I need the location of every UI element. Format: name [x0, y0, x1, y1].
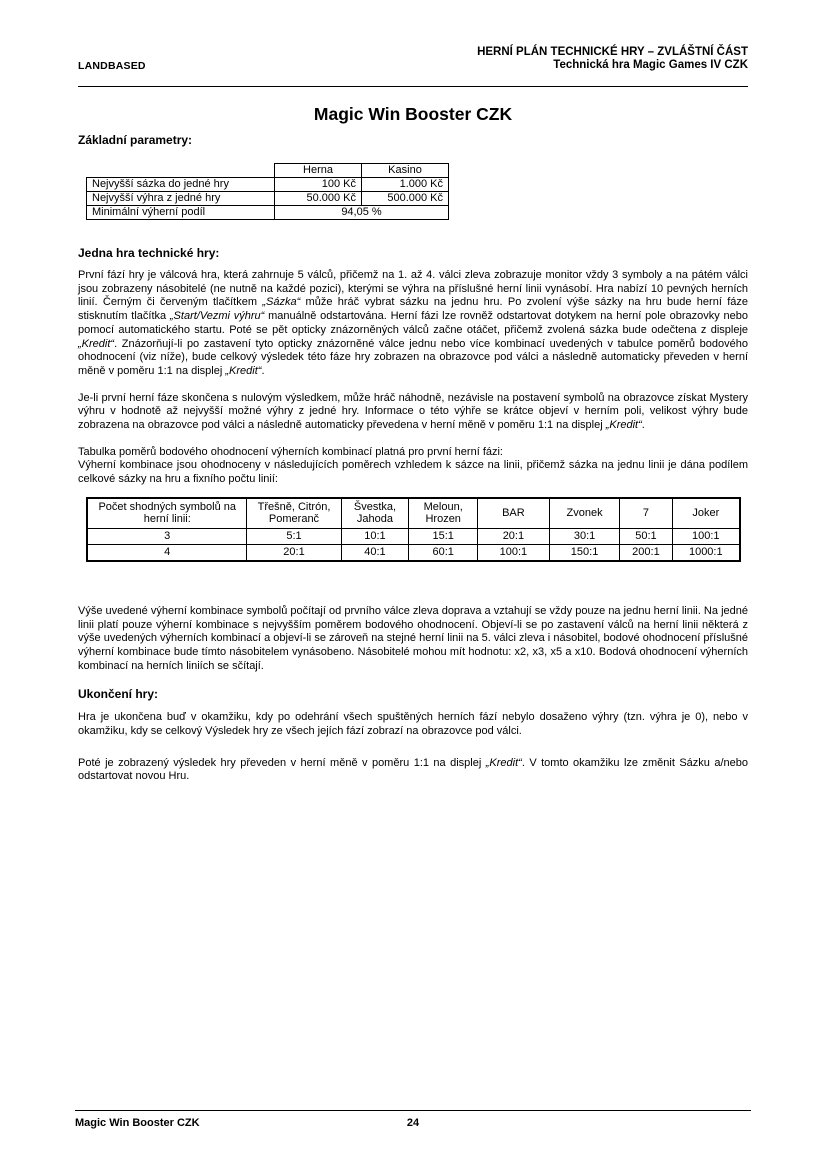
payout-table-intro-line2: Výherní kombinace jsou ohodnoceny v násl…: [78, 459, 748, 486]
payout-cell: 15:1: [408, 527, 478, 545]
header-rule: [78, 86, 748, 87]
section-heading-end-game: Ukončení hry:: [78, 687, 159, 702]
header-left-label: LANDBASED: [78, 60, 146, 72]
body-paragraph-3: Výše uvedené výherní kombinace symbolů p…: [78, 604, 748, 672]
end-game-paragraph-1: Hra je ukončena buď v okamžiku, kdy po o…: [78, 711, 748, 738]
footer-doc-title: Magic Win Booster CZK: [75, 1117, 200, 1129]
header-doc-subtitle: Technická hra Magic Games IV CZK: [553, 59, 748, 71]
params-value-herna: 100 Kč: [274, 177, 362, 192]
params-row-max-bet: Nejvyšší sázka do jedné hry 100 Kč 1.000…: [86, 177, 449, 192]
payout-header-row: Počet shodných symbolů na herní linii: T…: [86, 497, 741, 529]
payout-cell: 10:1: [340, 527, 410, 545]
payout-cell: 50:1: [619, 527, 673, 545]
params-col-header-kasino: Kasino: [361, 163, 449, 178]
payout-cell: 1000:1: [671, 543, 741, 562]
payout-cell: 4: [86, 543, 248, 562]
payout-col-header: Zvonek: [548, 497, 621, 529]
payout-col-header: Švestka, Jahoda: [340, 497, 410, 529]
params-row-rtp: Minimální výherní podíl 94,05 %: [86, 205, 449, 220]
params-empty-cell: [87, 164, 275, 178]
payout-cell: 150:1: [548, 543, 621, 562]
payout-cell: 100:1: [476, 543, 550, 562]
payout-row-4: 4 20:1 40:1 60:1 100:1 150:1 200:1 1000:…: [86, 543, 741, 562]
payout-table-intro-line1: Tabulka poměrů bodového ohodnocení výher…: [78, 445, 503, 458]
header-right-block: HERNÍ PLÁN TECHNICKÉ HRY – ZVLÁŠTNÍ ČÁST…: [477, 46, 748, 72]
params-value-herna: 50.000 Kč: [274, 191, 362, 206]
payout-cell: 100:1: [671, 527, 741, 545]
payout-col-header: Joker: [671, 497, 741, 529]
params-row-label: Nejvyšší sázka do jedné hry: [86, 177, 275, 192]
payout-table: Počet shodných symbolů na herní linii: T…: [86, 496, 741, 562]
payout-cell: 40:1: [340, 543, 410, 562]
payout-cell: 20:1: [476, 527, 550, 545]
payout-col-header: BAR: [476, 497, 550, 529]
params-merged-value: 94,05 %: [274, 205, 449, 220]
params-value-kasino: 1.000 Kč: [361, 177, 449, 192]
page-content: LANDBASED HERNÍ PLÁN TECHNICKÉ HRY – ZVL…: [78, 0, 748, 784]
payout-col-header: Meloun, Hrozen: [408, 497, 478, 529]
params-col-header-herna: Herna: [274, 163, 362, 178]
payout-cell: 5:1: [246, 527, 342, 545]
basic-params-heading: Základní parametry:: [78, 133, 193, 147]
body-paragraph-2: Je-li první herní fáze skončena s nulový…: [78, 391, 748, 432]
end-game-paragraph-2: Poté je zobrazený výsledek hry převeden …: [78, 756, 748, 783]
header-doc-title: HERNÍ PLÁN TECHNICKÉ HRY – ZVLÁŠTNÍ ČÁST: [477, 46, 748, 58]
payout-cell: 200:1: [619, 543, 673, 562]
page-footer: 24 Magic Win Booster CZK: [75, 1110, 751, 1129]
footer-page-number: 24: [406, 1117, 420, 1129]
payout-col-header: Třešně, Citrón, Pomeranč: [246, 497, 342, 529]
params-row-label: Nejvyšší výhra z jedné hry: [86, 191, 275, 206]
params-value-kasino: 500.000 Kč: [361, 191, 449, 206]
page-title: Magic Win Booster CZK: [313, 104, 513, 124]
page-header: LANDBASED HERNÍ PLÁN TECHNICKÉ HRY – ZVL…: [78, 0, 748, 72]
basic-params-table: Herna Kasino Nejvyšší sázka do jedné hry…: [86, 163, 449, 220]
payout-cell: 30:1: [548, 527, 621, 545]
payout-cell: 60:1: [408, 543, 478, 562]
payout-col-header: 7: [619, 497, 673, 529]
params-row-label: Minimální výherní podíl: [86, 205, 275, 220]
payout-row-3: 3 5:1 10:1 15:1 20:1 30:1 50:1 100:1: [86, 527, 741, 545]
params-header-row: Herna Kasino: [87, 163, 449, 178]
section-heading-one-game: Jedna hra technické hry:: [78, 246, 220, 260]
payout-cell: 20:1: [246, 543, 342, 562]
payout-table-intro: Tabulka poměrů bodového ohodnocení výher…: [78, 446, 748, 487]
params-row-max-win: Nejvyšší výhra z jedné hry 50.000 Kč 500…: [86, 191, 449, 206]
payout-col-header: Počet shodných symbolů na herní linii:: [86, 497, 248, 529]
payout-cell: 3: [86, 527, 248, 545]
body-paragraph-1: První fází hry je válcová hra, která zah…: [78, 269, 748, 377]
